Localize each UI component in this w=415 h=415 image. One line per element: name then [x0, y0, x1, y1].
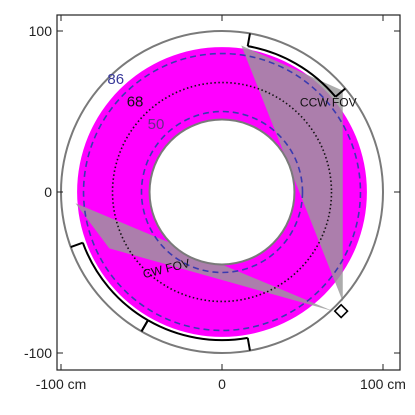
y-tick-label: 0: [44, 184, 52, 200]
x-tick-label: 0: [218, 376, 226, 392]
dashed-circle-50: [140, 110, 304, 274]
inner-boundary-circle: [148, 118, 296, 266]
detector-arc-3: [147, 319, 248, 342]
y-tick-label: -100: [24, 345, 52, 361]
radius-label-86: 86: [107, 71, 124, 88]
detector-arc-1: [247, 45, 337, 98]
x-tick-label: 100 cm: [360, 376, 406, 392]
radius-label-68: 68: [127, 94, 144, 111]
plot-area: [60, 30, 384, 354]
detector-connector-1-2: [246, 33, 251, 47]
detector-arc-2: [81, 242, 149, 322]
dashed-circle-86: [82, 52, 362, 332]
detector-connector-3-1: [140, 319, 149, 332]
dotted-circle-68: [111, 81, 333, 303]
detector-connector-3-2: [246, 337, 251, 351]
rotation-marker-square: [333, 303, 349, 319]
axes: -100 cm 0 100 cm 100 0 -100: [24, 15, 406, 392]
y-tick-label: 100: [29, 23, 53, 39]
x-tick-label: -100 cm: [36, 376, 87, 392]
detector-connector-2-1: [70, 241, 84, 249]
detector-connector-1-1: [334, 87, 346, 98]
ccw-fov-label: CCW FOV: [300, 96, 357, 110]
radius-label-50: 50: [148, 116, 165, 133]
